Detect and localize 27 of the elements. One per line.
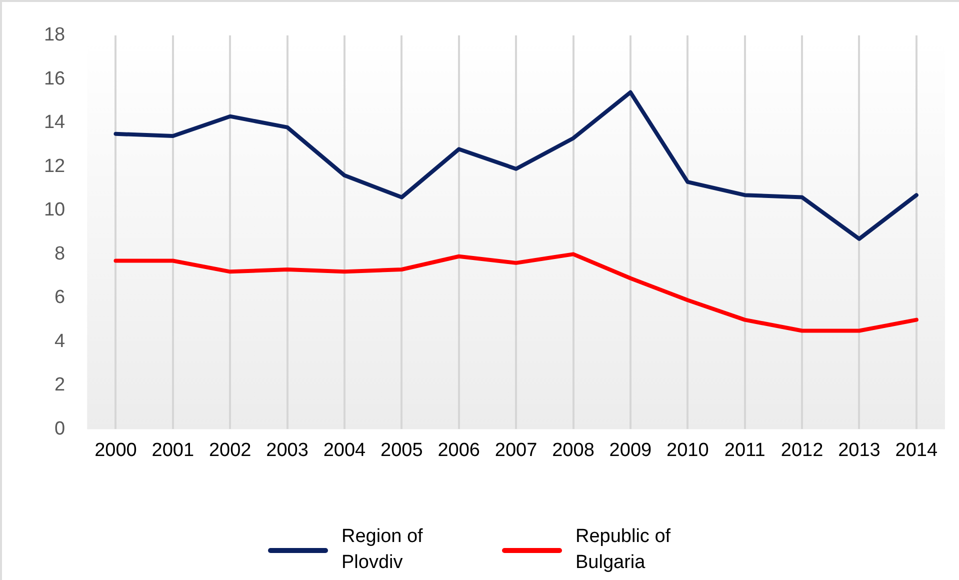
y-tick-label: 6	[54, 287, 66, 308]
legend-label: Region of Plovdiv	[342, 525, 424, 575]
y-tick-label: 16	[44, 68, 66, 90]
y-tick-label: 2	[54, 374, 66, 396]
y-tick-label: 10	[44, 200, 66, 221]
x-tick-label: 2007	[494, 440, 538, 461]
x-tick-label: 2005	[380, 440, 423, 461]
x-tick-label: 2014	[895, 440, 938, 461]
x-tick-label: 2009	[609, 440, 652, 461]
x-tick-label: 2011	[724, 440, 766, 461]
x-tick-label: 2000	[94, 440, 137, 461]
x-tick-label: 2003	[266, 440, 308, 461]
x-tick-label: 2013	[838, 440, 880, 461]
x-tick-label: 2010	[666, 440, 709, 461]
x-tick-label: 2006	[438, 440, 480, 461]
x-tick-label: 2002	[208, 440, 252, 461]
x-tick-label: 2012	[780, 440, 824, 461]
x-tick-label: 2001	[152, 440, 194, 461]
y-tick-label: 0	[54, 418, 66, 440]
y-tick-label: 8	[54, 243, 66, 264]
y-tick-label: 18	[44, 24, 66, 46]
y-tick-label: 14	[44, 112, 66, 134]
y-tick-label: 12	[44, 156, 66, 177]
legend-label: Republic of Bulgaria	[576, 525, 672, 575]
x-tick-label: 2004	[323, 440, 366, 461]
y-tick-label: 4	[54, 330, 66, 352]
x-tick-label: 2008	[552, 440, 594, 461]
